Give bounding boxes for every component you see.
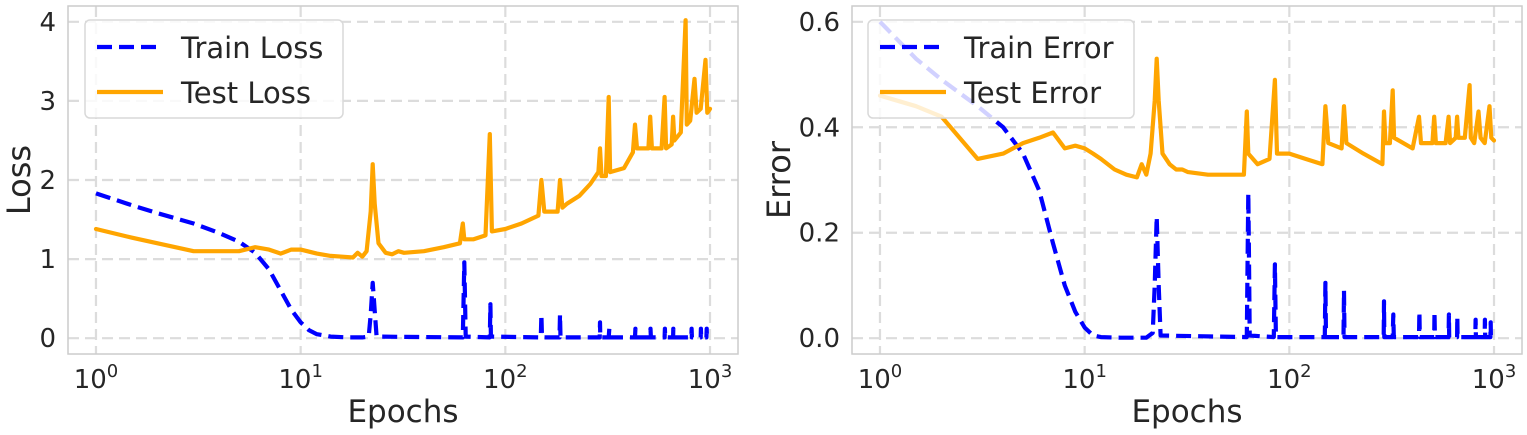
plot-frame bbox=[67, 5, 739, 355]
x-tick-label: 102 bbox=[1267, 361, 1312, 395]
loss-panel: 100 101 102 103 0 1 2 3 4 Epochs Loss Train Loss Tes… bbox=[0, 5, 739, 430]
x-tick-label: 103 bbox=[688, 361, 733, 395]
series-line-train-loss bbox=[95, 191, 710, 340]
legend-label: Test Error bbox=[963, 76, 1101, 110]
series-group bbox=[93, 18, 713, 340]
series-line-train-error bbox=[878, 20, 1494, 340]
series-line-test-error bbox=[877, 56, 1497, 180]
x-tick-label: 101 bbox=[1062, 361, 1107, 395]
legend: Train Error Test Error bbox=[867, 19, 1135, 119]
legend-label: Test Loss bbox=[180, 76, 311, 110]
x-tick-label: 102 bbox=[483, 361, 528, 395]
x-axis-label: Epochs bbox=[1131, 394, 1242, 430]
y-tick-label: 0.2 bbox=[799, 219, 840, 249]
legend-label: Train Error bbox=[963, 31, 1114, 65]
x-tick-label: 100 bbox=[858, 361, 903, 395]
y-axis-label: Error bbox=[760, 140, 798, 219]
y-tick-label: 0.4 bbox=[799, 113, 840, 143]
y-tick-label: 0 bbox=[39, 324, 56, 354]
legend-label: Train Loss bbox=[180, 31, 323, 65]
y-tick-label: 4 bbox=[39, 8, 56, 38]
x-tick-label: 103 bbox=[1472, 361, 1517, 395]
y-tick-label: 3 bbox=[39, 87, 56, 117]
x-tick-label: 100 bbox=[74, 361, 119, 395]
series-group bbox=[877, 20, 1497, 340]
series-line-test-loss bbox=[93, 18, 713, 260]
y-tick-label: 1 bbox=[39, 245, 56, 275]
x-tick-label: 101 bbox=[278, 361, 323, 395]
plot-frame bbox=[851, 5, 1523, 355]
y-tick-label: 0.6 bbox=[799, 8, 840, 38]
legend: Train Loss Test Loss bbox=[84, 19, 344, 119]
y-tick-label: 2 bbox=[39, 166, 56, 196]
y-tick-label: 0.0 bbox=[799, 324, 840, 354]
error-panel: 100 101 102 103 0.0 0.2 0.4 0.6 Epochs Error Train… bbox=[760, 5, 1523, 430]
y-axis-label: Loss bbox=[0, 145, 38, 215]
x-axis-label: Epochs bbox=[347, 394, 458, 430]
